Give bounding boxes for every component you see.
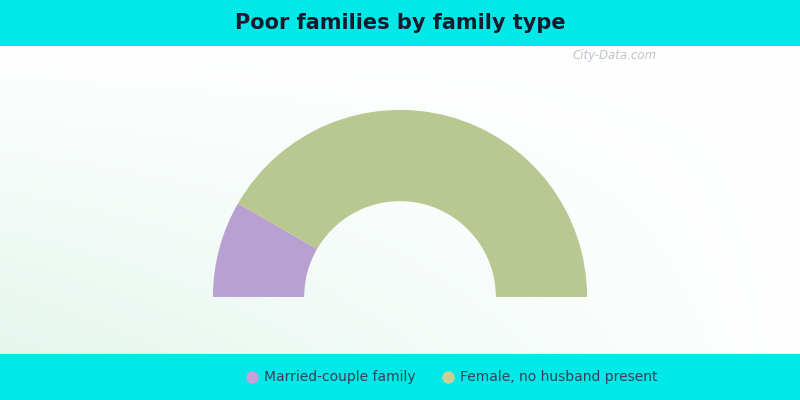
Text: Married-couple family: Married-couple family	[264, 370, 416, 384]
Wedge shape	[213, 204, 317, 297]
Text: Poor families by family type: Poor families by family type	[234, 13, 566, 33]
Text: City-Data.com: City-Data.com	[573, 49, 657, 62]
Text: Female, no husband present: Female, no husband present	[460, 370, 658, 384]
Wedge shape	[238, 110, 587, 297]
